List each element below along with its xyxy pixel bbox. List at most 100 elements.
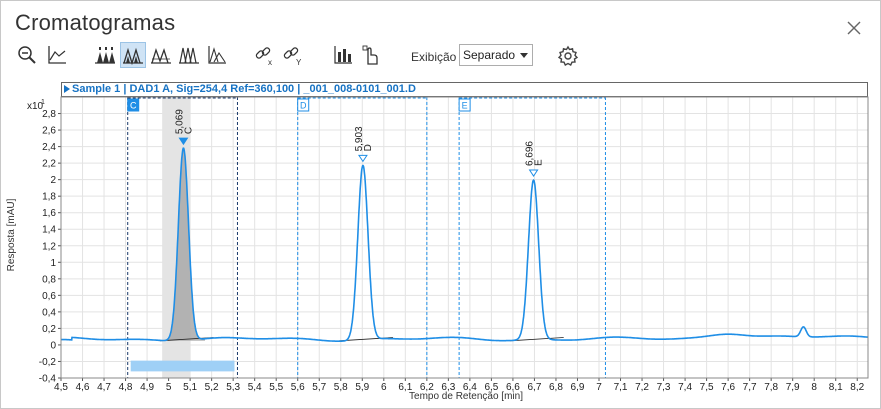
x-tick-label: 6,4 [463, 382, 477, 393]
y-tick-label: 1,4 [42, 225, 56, 236]
x-tick-label: 7,8 [764, 382, 778, 393]
x-tick-label: 6,8 [549, 382, 563, 393]
peak-rt-label: 5,069 [174, 109, 185, 134]
integration-icon[interactable] [330, 42, 356, 68]
x-tick-label: 5,9 [355, 382, 369, 393]
peaks-area-icon[interactable] [120, 42, 146, 68]
window-tag [458, 98, 471, 112]
y-tick-label: -0,2 [39, 357, 57, 368]
x-tick-label: 5,4 [248, 382, 262, 393]
window-tag [127, 98, 140, 112]
x-tick-label: 6,6 [506, 382, 520, 393]
peak-name-label: D [363, 144, 374, 151]
window-tag [297, 98, 310, 112]
y-tick-label: 2,4 [42, 142, 56, 153]
x-tick-label: 7,2 [635, 382, 649, 393]
y-tick-label: 1,6 [42, 208, 56, 219]
x-tick-label: 5,6 [291, 382, 305, 393]
x-tick-label: 5,5 [269, 382, 283, 393]
y-tick-label: 2,6 [42, 126, 56, 137]
peaks-overlay-icon[interactable] [176, 42, 202, 68]
peak-rt-label: 5,903 [354, 126, 365, 151]
x-tick-label: 6 [381, 382, 387, 393]
x-tick-label: 7,4 [678, 382, 692, 393]
x-tick-label: 4,7 [97, 382, 111, 393]
y-tick-label: 2,2 [42, 159, 56, 170]
x-tick-label: 7,6 [721, 382, 735, 393]
window-tag-label: E [462, 101, 468, 111]
manual-select-icon[interactable] [358, 42, 384, 68]
y-axis-label: Resposta [mAU] [6, 198, 17, 271]
x-tick-label: 6,1 [398, 382, 412, 393]
integration-windows: C D E [127, 97, 606, 378]
x-tick-label: 8 [811, 382, 817, 393]
link-y-icon[interactable]: Y [280, 42, 306, 68]
y-multiplier-exponent: 1 [41, 99, 45, 106]
x-tick-label: 5,7 [312, 382, 326, 393]
y-tick-label: 1,8 [42, 192, 56, 203]
view-mode-select[interactable]: Separado [459, 44, 533, 66]
peaks-label-icon[interactable] [92, 42, 118, 68]
y-tick-label: 2 [50, 175, 56, 186]
view-mode-value: Separado [463, 48, 516, 62]
window-title: Cromatogramas [15, 10, 176, 35]
x-tick-label: 4,8 [119, 382, 133, 393]
x-tick-label: 7,9 [786, 382, 800, 393]
peak-area-fill [161, 148, 205, 341]
peak-rt-label: 6,696 [525, 141, 536, 166]
close-icon[interactable] [843, 17, 865, 39]
peak-name-label: E [534, 159, 545, 166]
window-range-bar [130, 360, 235, 372]
x-tick-label: 6,7 [527, 382, 541, 393]
x-tick-label: 7 [596, 382, 602, 393]
y-multiplier-label: x10 [27, 101, 44, 112]
svg-text:x: x [268, 58, 272, 66]
x-tick-label: 7,5 [700, 382, 714, 393]
expand-triangle-icon[interactable] [64, 85, 70, 93]
y-tick-label: 0,2 [42, 324, 56, 335]
y-tick-label: 1,2 [42, 241, 56, 252]
window-tag-label: C [130, 101, 137, 111]
link-x-icon[interactable]: x [252, 42, 278, 68]
x-tick-label: 6,3 [441, 382, 455, 393]
axis-autoscale-icon[interactable] [44, 42, 70, 68]
chevron-down-icon [520, 53, 528, 58]
peak-marker [178, 137, 189, 146]
x-tick-label: 8,1 [829, 382, 843, 393]
chromatogram-toolbar: x Y [14, 42, 614, 70]
y-tick-label: 1 [50, 258, 56, 269]
chromatogram-line [61, 147, 868, 342]
x-tick-label: 4,9 [140, 382, 154, 393]
peak-marker [357, 154, 368, 163]
plot-axes: 4,5 4,6 4,7 4,8 4,9 5 5,1 5,2 5,3 5,4 5,5 5,6 5,7 5,8… [39, 96, 869, 393]
y-tick-label: 0 [50, 340, 56, 351]
window-tag-label: D [300, 101, 307, 111]
x-tick-label: 4,6 [76, 382, 90, 393]
x-axis-label: Tempo de Retenção [min] [409, 391, 523, 402]
y-tick-label: -0,4 [39, 374, 57, 385]
y-tick-label: 2,8 [42, 109, 56, 120]
view-mode-label: Exibição [411, 50, 457, 64]
x-tick-label: 6,2 [420, 382, 434, 393]
peak-marker [528, 169, 539, 177]
x-tick-label: 7,7 [743, 382, 757, 393]
y-tick-label: 0,4 [42, 307, 56, 318]
peaks-stack-icon[interactable] [204, 42, 230, 68]
x-tick-label: 5,1 [183, 382, 197, 393]
sample-label: Sample 1 | DAD1 A, Sig=254,4 Ref=360,100… [72, 83, 416, 95]
x-tick-label: 6,9 [571, 382, 585, 393]
peaks-baseline-icon[interactable] [148, 42, 174, 68]
gear-icon[interactable] [556, 44, 580, 68]
x-tick-label: 5,8 [334, 382, 348, 393]
y-tick-label: 0,8 [42, 274, 56, 285]
zoom-out-icon[interactable] [14, 42, 40, 68]
plot-frame [60, 96, 869, 379]
svg-text:Y: Y [296, 58, 302, 66]
y-tick-label: 0,6 [42, 291, 56, 302]
x-tick-label: 5 [166, 382, 172, 393]
x-tick-label: 4,5 [54, 382, 68, 393]
peak-baseline [509, 337, 564, 342]
x-tick-label: 5,3 [226, 382, 240, 393]
